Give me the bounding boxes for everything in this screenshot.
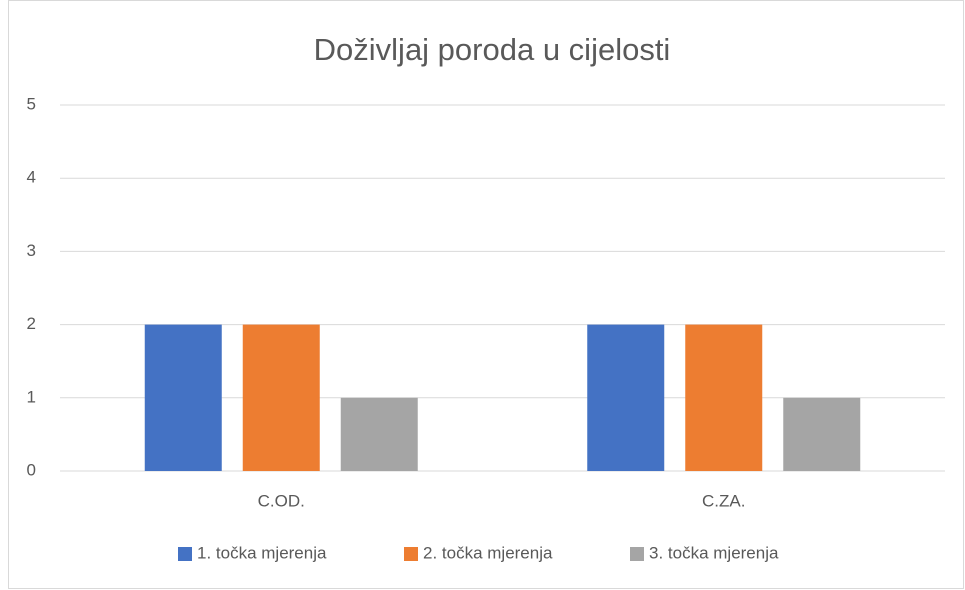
y-tick-label: 0 bbox=[27, 460, 36, 479]
y-tick-label: 4 bbox=[27, 168, 36, 187]
legend-label: 3. točka mjerenja bbox=[649, 543, 779, 562]
bar bbox=[242, 324, 320, 471]
y-tick-label: 3 bbox=[27, 241, 36, 260]
bar bbox=[340, 397, 418, 471]
chart-border bbox=[8, 0, 964, 589]
bar bbox=[783, 397, 861, 471]
x-tick-label: C.OD. bbox=[258, 491, 305, 510]
legend-swatch bbox=[404, 547, 418, 561]
bar bbox=[685, 324, 763, 471]
legend-swatch bbox=[630, 547, 644, 561]
bar bbox=[587, 324, 665, 471]
legend-label: 2. točka mjerenja bbox=[423, 543, 553, 562]
bar bbox=[144, 324, 222, 471]
y-tick-label: 2 bbox=[27, 314, 36, 333]
y-tick-label: 5 bbox=[27, 94, 36, 113]
legend-label: 1. točka mjerenja bbox=[197, 543, 327, 562]
x-tick-label: C.ZA. bbox=[702, 491, 745, 510]
chart-title: Doživljaj poroda u cijelosti bbox=[314, 32, 671, 67]
y-tick-label: 1 bbox=[27, 387, 36, 406]
legend-swatch bbox=[178, 547, 192, 561]
